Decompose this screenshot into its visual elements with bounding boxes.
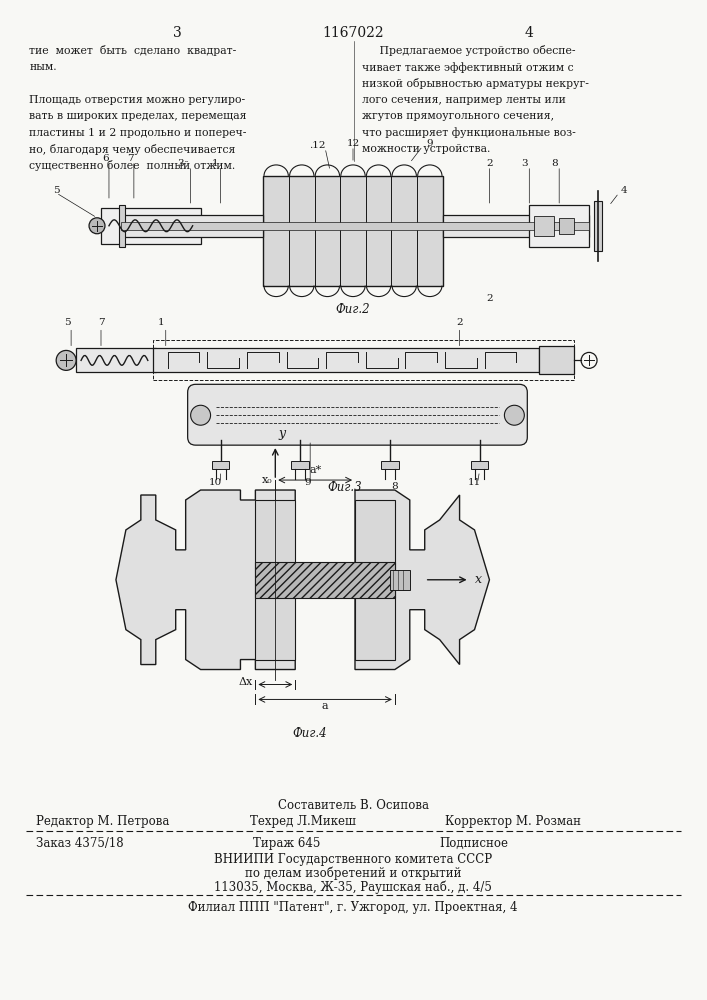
Bar	[291, 461, 309, 469]
Text: Предлагаемое устройство обеспе-: Предлагаемое устройство обеспе-	[362, 45, 575, 56]
Polygon shape	[355, 490, 489, 670]
Text: 9: 9	[426, 139, 433, 148]
Text: тие  может  быть  сделано  квадрат-: тие может быть сделано квадрат-	[29, 45, 237, 56]
Text: 11: 11	[468, 478, 481, 487]
Text: 2: 2	[486, 294, 493, 303]
Text: можности устройства.: можности устройства.	[362, 144, 491, 154]
Bar	[534, 216, 554, 236]
Text: Заказ 4375/18: Заказ 4375/18	[36, 837, 124, 850]
Text: ВНИИПИ Государственного комитета СССР: ВНИИПИ Государственного комитета СССР	[214, 853, 492, 866]
Bar	[392, 176, 417, 286]
Circle shape	[191, 405, 211, 425]
Text: 1167022: 1167022	[322, 26, 384, 40]
Bar	[530, 205, 589, 247]
Text: 7: 7	[127, 154, 134, 163]
Text: что расширяет функциональные воз-: что расширяет функциональные воз-	[362, 128, 575, 138]
Text: Фиг.2: Фиг.2	[336, 303, 370, 316]
Text: 2: 2	[456, 318, 463, 327]
Text: 3: 3	[521, 159, 527, 168]
Text: по делам изобретений и открытий: по делам изобретений и открытий	[245, 867, 461, 880]
Text: y: y	[279, 427, 286, 440]
Bar	[289, 176, 315, 286]
Text: ным.: ным.	[29, 62, 57, 72]
Text: вать в широких пределах, перемещая: вать в широких пределах, перемещая	[29, 111, 247, 121]
Bar	[255, 562, 395, 598]
Circle shape	[56, 350, 76, 370]
Text: a: a	[322, 701, 329, 711]
Text: 4: 4	[621, 186, 627, 195]
Text: Составитель В. Осипова: Составитель В. Осипова	[278, 799, 428, 812]
Bar	[101, 208, 201, 244]
Text: 8: 8	[392, 482, 398, 491]
Bar	[263, 176, 289, 286]
Text: Редактор М. Петрова: Редактор М. Петрова	[36, 815, 170, 828]
Polygon shape	[116, 490, 296, 670]
Bar	[76, 348, 156, 372]
Text: Подписное: Подписное	[440, 837, 508, 850]
Text: 8: 8	[551, 159, 558, 168]
Text: Площадь отверстия можно регулиро-: Площадь отверстия можно регулиро-	[29, 95, 245, 105]
Text: 1: 1	[212, 159, 219, 168]
Text: Δx: Δx	[238, 677, 252, 687]
Text: 4: 4	[525, 26, 534, 40]
Bar	[315, 176, 340, 286]
Bar	[559, 218, 574, 234]
Text: S: S	[267, 575, 274, 584]
Text: 3: 3	[177, 159, 184, 168]
Bar	[119, 205, 125, 247]
Text: 113035, Москва, Ж-35, Раушская наб., д. 4/5: 113035, Москва, Ж-35, Раушская наб., д. …	[214, 881, 492, 894]
Bar	[471, 461, 489, 469]
Bar	[153, 348, 539, 372]
Bar	[153, 340, 574, 380]
Bar	[594, 201, 602, 251]
Circle shape	[89, 218, 105, 234]
Text: жгутов прямоугольного сечения,: жгутов прямоугольного сечения,	[362, 111, 554, 121]
Bar	[121, 215, 263, 237]
Bar	[443, 215, 589, 237]
Text: Тираж 645: Тираж 645	[253, 837, 321, 850]
Bar	[390, 570, 410, 590]
Text: 10: 10	[209, 478, 222, 487]
Text: Филиал ППП "Патент", г. Ужгород, ул. Проектная, 4: Филиал ППП "Патент", г. Ужгород, ул. Про…	[188, 901, 518, 914]
Text: Фиг.4: Фиг.4	[293, 727, 327, 740]
Circle shape	[504, 405, 525, 425]
Text: 12: 12	[346, 139, 360, 148]
Bar	[381, 461, 399, 469]
Bar	[255, 500, 296, 660]
Text: .12: .12	[309, 141, 325, 150]
Text: Корректор М. Розман: Корректор М. Розман	[445, 815, 580, 828]
Text: x₀: x₀	[262, 475, 272, 485]
Text: 6: 6	[103, 154, 110, 163]
Text: 9: 9	[305, 478, 312, 487]
Text: 3: 3	[173, 26, 182, 40]
Bar	[263, 176, 443, 286]
Bar	[417, 176, 443, 286]
Text: a*: a*	[309, 465, 321, 475]
Bar	[539, 346, 574, 374]
Bar	[121, 222, 589, 230]
Bar	[340, 176, 366, 286]
Text: Фиг.3: Фиг.3	[328, 481, 363, 494]
FancyBboxPatch shape	[187, 384, 527, 445]
Text: лого сечения, например ленты или: лого сечения, например ленты или	[362, 95, 566, 105]
Text: 5: 5	[53, 186, 59, 195]
Text: 8: 8	[397, 575, 403, 584]
Text: 2: 2	[486, 159, 493, 168]
Text: существенно более  полный отжим.: существенно более полный отжим.	[29, 160, 235, 171]
Bar	[355, 500, 395, 660]
Text: 5: 5	[64, 318, 71, 327]
Text: чивает также эффективный отжим с: чивает также эффективный отжим с	[362, 62, 573, 73]
Bar	[211, 461, 230, 469]
Text: x: x	[474, 573, 481, 586]
Text: низкой обрывностью арматуры некруг-: низкой обрывностью арматуры некруг-	[362, 78, 589, 89]
Text: но, благодаря чему обеспечивается: но, благодаря чему обеспечивается	[29, 144, 235, 155]
Text: пластины 1 и 2 продольно и попереч-: пластины 1 и 2 продольно и попереч-	[29, 128, 247, 138]
Text: 1: 1	[158, 318, 164, 327]
Bar	[366, 176, 392, 286]
Text: 7: 7	[98, 318, 105, 327]
Text: Техред Л.Микеш: Техред Л.Микеш	[250, 815, 356, 828]
